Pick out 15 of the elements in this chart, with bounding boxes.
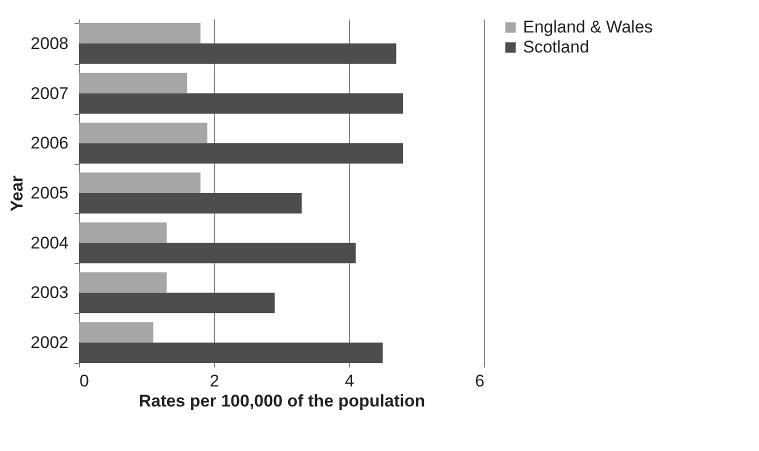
x-tick-label: 2	[210, 372, 220, 390]
y-tick-label: 2004	[30, 233, 68, 252]
y-tick-label: 2003	[30, 283, 68, 302]
x-tick-label: 0	[80, 372, 89, 390]
y-tick-label: 2008	[30, 34, 68, 53]
y-tick-label: 2002	[30, 333, 68, 352]
y-tick-label: 2006	[30, 134, 68, 153]
y-tick-label: 2007	[30, 84, 68, 103]
x-tick-label: 4	[344, 372, 354, 390]
y-axis-title: Year	[8, 175, 27, 212]
y-tick-label: 2005	[30, 184, 68, 202]
x-axis-title: Rates per 100,000 of the population	[138, 392, 426, 410]
x-tick-label: 6	[475, 372, 484, 390]
legend-label: Scotland	[523, 38, 590, 56]
legend-label: England & Wales	[523, 18, 653, 36]
